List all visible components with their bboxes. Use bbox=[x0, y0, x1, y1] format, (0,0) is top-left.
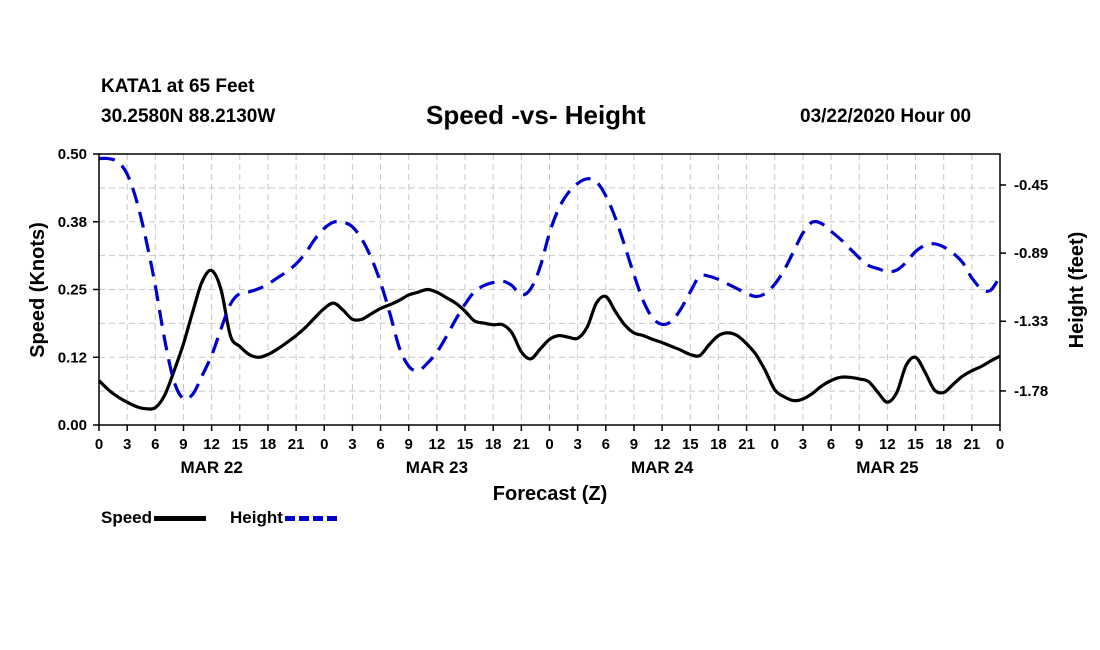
station-label: KATA1 at 65 Feet bbox=[101, 76, 255, 97]
datetime-label: 03/22/2020 Hour 00 bbox=[800, 106, 972, 127]
y2-tick-label: -1.78 bbox=[1014, 383, 1048, 400]
x-tick-label: 15 bbox=[231, 436, 248, 453]
y-axis-title: Speed (Knots) bbox=[27, 222, 49, 358]
x-tick-label: 9 bbox=[405, 436, 413, 453]
speed-series-line bbox=[97, 268, 1001, 411]
legend-speed-swatch bbox=[154, 516, 207, 522]
legend-height: Height bbox=[230, 508, 337, 528]
x-tick-label: 21 bbox=[738, 436, 755, 453]
x-day-label: MAR 25 bbox=[856, 458, 918, 477]
x-tick-label: 9 bbox=[179, 436, 187, 453]
y-tick-label: 0.38 bbox=[58, 214, 87, 231]
y2-tick-label: -0.45 bbox=[1014, 177, 1048, 194]
x-tick-label: 0 bbox=[996, 436, 1004, 453]
y2-tick-label: -1.33 bbox=[1014, 313, 1048, 330]
x-day-label: MAR 22 bbox=[180, 458, 242, 477]
y-tick-label: 0.00 bbox=[58, 417, 87, 434]
x-tick-label: 18 bbox=[710, 436, 727, 453]
y-tick-label: 0.12 bbox=[58, 349, 87, 366]
x-tick-label: 3 bbox=[799, 436, 807, 453]
height-series-line bbox=[98, 156, 1002, 401]
x-tick-label: 6 bbox=[151, 436, 159, 453]
x-tick-label: 6 bbox=[602, 436, 610, 453]
x-tick-label: 9 bbox=[630, 436, 638, 453]
x-tick-label: 15 bbox=[457, 436, 474, 453]
x-tick-label: 12 bbox=[879, 436, 896, 453]
x-tick-label: 18 bbox=[935, 436, 952, 453]
legend-height-label: Height bbox=[230, 508, 283, 527]
legend-speed-label: Speed bbox=[101, 508, 153, 527]
x-tick-label: 6 bbox=[827, 436, 835, 453]
x-tick-label: 0 bbox=[545, 436, 553, 453]
x-tick-label: 3 bbox=[123, 436, 131, 453]
x-tick-label: 21 bbox=[964, 436, 981, 453]
x-day-label: MAR 24 bbox=[631, 458, 694, 477]
x-tick-label: 0 bbox=[320, 436, 328, 453]
x-axis-title: Forecast (Z) bbox=[493, 483, 607, 505]
location-label: 30.2580N 88.2130W bbox=[101, 106, 276, 127]
x-tick-label: 18 bbox=[485, 436, 502, 453]
x-tick-label: 15 bbox=[682, 436, 699, 453]
x-tick-label: 0 bbox=[95, 436, 103, 453]
y2-tick-label: -0.89 bbox=[1014, 245, 1048, 262]
x-tick-label: 18 bbox=[260, 436, 277, 453]
x-tick-label: 12 bbox=[203, 436, 220, 453]
y-axis-left: 0.00 0.12 0.25 0.38 0.50 bbox=[58, 146, 99, 434]
y-tick-label: 0.25 bbox=[58, 282, 87, 299]
y-tick-label: 0.50 bbox=[58, 146, 87, 163]
x-tick-label: 21 bbox=[513, 436, 530, 453]
x-tick-label: 3 bbox=[573, 436, 581, 453]
x-tick-label: 12 bbox=[654, 436, 671, 453]
y-axis-right: -0.45 -0.89 -1.33 -1.78 bbox=[1000, 177, 1048, 400]
grid-lines bbox=[99, 154, 1000, 425]
series-lines bbox=[97, 156, 1002, 411]
legend-height-swatch bbox=[284, 516, 337, 522]
chart-title: Speed -vs- Height bbox=[426, 100, 646, 130]
x-day-label: MAR 23 bbox=[406, 458, 468, 477]
x-tick-label: 21 bbox=[288, 436, 305, 453]
x-tick-label: 3 bbox=[348, 436, 356, 453]
x-tick-label: 9 bbox=[855, 436, 863, 453]
x-tick-label: 15 bbox=[907, 436, 924, 453]
x-axis: 0 3 6 9 12 15 18 21 0 3 6 9 12 15 18 21 0 3 6 9 12 15 18 21 0 3 6 9… bbox=[95, 425, 1004, 477]
y2-axis-title: Height (feet) bbox=[1066, 232, 1088, 349]
x-tick-label: 0 bbox=[771, 436, 779, 453]
x-tick-label: 12 bbox=[429, 436, 446, 453]
legend-speed: Speed bbox=[101, 508, 207, 528]
x-tick-label: 6 bbox=[376, 436, 384, 453]
